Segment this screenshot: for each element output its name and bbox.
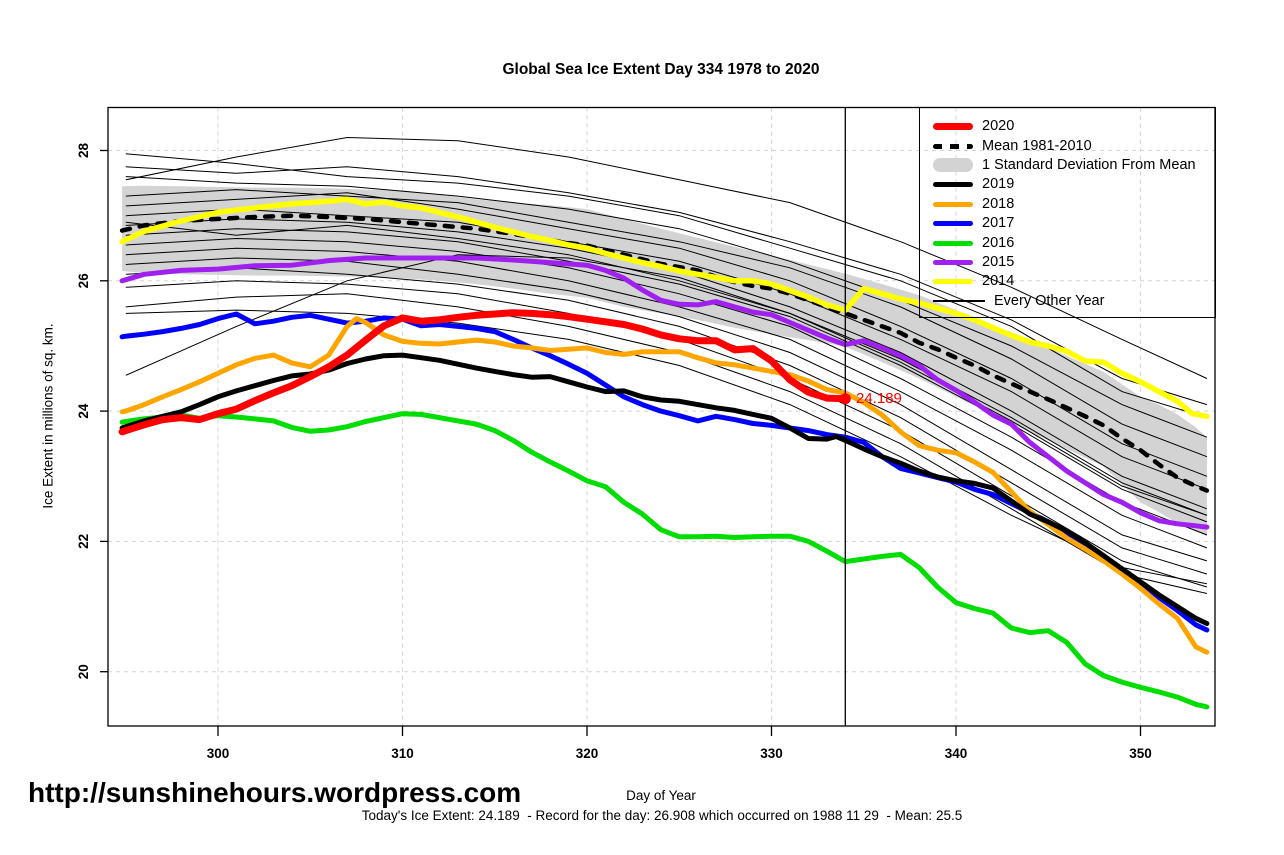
series-2020 [118,309,849,436]
x-tick-label-320: 320 [576,746,599,761]
series-2018 [119,316,1210,655]
y-tick-label-24: 24 [76,403,91,419]
legend-item-label: 2019 [982,176,1015,193]
std-dev-band [122,185,1207,537]
series-2015 [119,255,1210,530]
background-year-line [125,176,1208,438]
legend-swatch-line [933,221,973,227]
legend-item-2015: 2015 [920,253,1215,272]
background-year-line [125,166,1208,406]
x-tick-label-350: 350 [1129,746,1152,761]
background-year-line [125,189,1208,458]
legend-item-2017: 2017 [920,214,1215,233]
legend-item-label: 2017 [982,215,1015,232]
background-year-line [125,254,1208,516]
background-year-line [125,267,1208,575]
y-tick-label-20: 20 [76,664,91,679]
legend-swatch-dashed-line [933,143,973,149]
series-2016 [119,411,1210,710]
legend-swatch-line [933,182,973,188]
legend-swatch-thin-line [933,300,985,302]
y-tick-label-22: 22 [76,534,91,549]
x-tick-label-330: 330 [760,746,783,761]
background-year-line [125,257,1208,562]
legend-swatch-line [933,240,973,246]
x-tick-label-340: 340 [945,746,968,761]
legend-item-label: 2018 [982,195,1015,212]
background-year-line [125,309,1207,585]
y-axis-title: Ice Extent in millions of sq. km. [40,323,56,509]
background-year-line [125,247,1208,549]
legend-item-2016: 2016 [920,233,1215,252]
x-tick-label-300: 300 [207,746,230,761]
background-year-line [125,136,1208,379]
legend-item-mean-1981-2010: Mean 1981-2010 [920,136,1215,155]
legend-swatch-line [933,259,973,265]
footer-summary: Today's Ice Extent: 24.189 - Record for … [361,808,963,823]
plot-border [107,106,1216,727]
legend-item-label: 2014 [982,273,1015,290]
legend-item-label: 2016 [982,234,1015,251]
legend-swatch-band [933,158,973,173]
legend-swatch-line [933,123,973,131]
background-year-line [125,221,1208,516]
series-2014 [119,196,1210,420]
watermark-url[interactable]: http://sunshinehours.wordpress.com [28,777,522,808]
current-value-label: 24.189 [856,390,902,407]
legend-item-2014: 2014 [920,272,1215,291]
legend-item-label: Mean 1981-2010 [982,137,1092,154]
legend-swatch-line [933,201,973,207]
legend-item-2019: 2019 [920,175,1215,194]
legend-item-label: 1 Standard Deviation From Mean [982,156,1196,173]
legend-item-label: 2020 [982,118,1015,135]
legend-item-label: Every Other Year [994,292,1105,309]
background-year-line [125,228,1208,523]
axes: 300 310 320 330 340 350 20 22 24 26 28 [76,143,1152,761]
series-2019 [119,352,1210,626]
x-axis-title: Day of Year [626,788,696,803]
legend-swatch-line [933,279,973,285]
y-tick-label-28: 28 [76,143,91,159]
chart-title: Global Sea Ice Extent Day 334 1978 to 20… [502,61,820,78]
legend: 2020 Mean 1981-2010 1 Standard Deviation F… [919,107,1216,318]
x-tick-label-310: 310 [391,746,414,761]
mean-line [119,213,1210,493]
series-2020-endpoint [839,393,851,405]
legend-item-every-other-year: Every Other Year [920,292,1215,311]
y-tick-label-26: 26 [76,273,91,289]
legend-item-1-standard-deviation-from-mean: 1 Standard Deviation From Mean [920,156,1215,175]
legend-item-2020: 2020 [920,117,1215,136]
background-year-line [125,208,1208,490]
legend-item-2018: 2018 [920,195,1215,214]
legend-item-label: 2015 [982,253,1015,270]
